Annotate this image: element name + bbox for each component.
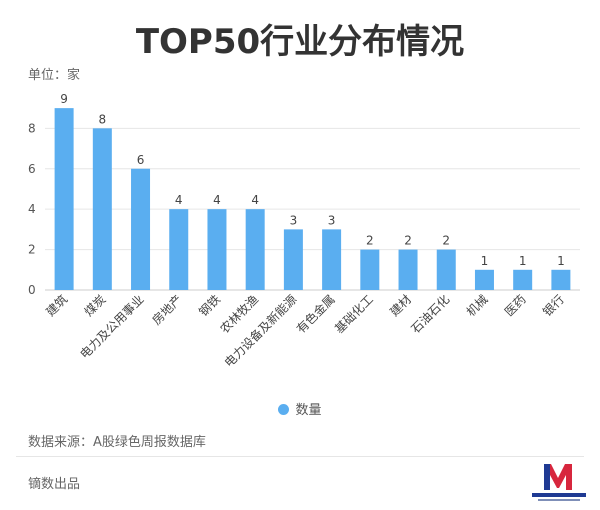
bar [474,269,494,290]
data-label: 4 [213,193,221,207]
y-tick-label: 2 [28,243,36,257]
bar [398,249,418,290]
category-label: 基础化工 [332,292,376,336]
y-tick-label: 6 [28,162,36,176]
category-label: 银行 [540,292,567,319]
data-label: 1 [519,254,527,268]
category-label: 有色金属 [293,292,338,337]
category-label: 医药 [502,292,529,319]
bar [283,229,303,290]
bar [54,108,74,290]
legend[interactable]: 数量 [0,399,600,418]
data-label: 3 [290,213,298,227]
category-label: 石油石化 [409,292,453,336]
bar [92,128,112,290]
bar [322,229,342,290]
data-label: 3 [328,213,336,227]
legend-marker [278,404,290,415]
producer-credit: 镝数出品 [28,477,81,492]
legend-label: 数量 [295,403,322,418]
data-label: 9 [60,92,68,106]
data-label: 6 [137,153,145,167]
bar [551,269,571,290]
bar-chart: 024689建筑8煤炭6电力及公用事业4房地产4钢铁4农林牧渔3电力设备及新能源… [28,92,580,370]
category-label: 建筑 [43,292,71,320]
y-tick-label: 8 [28,121,36,135]
category-label: 电力设备及新能源 [221,292,299,370]
data-label: 4 [251,193,259,207]
data-label: 8 [99,112,107,126]
data-label: 1 [481,254,489,268]
bar [207,209,227,290]
data-source: 数据来源：A股绿色周报数据库 [28,435,206,450]
category-label: 煤炭 [82,292,109,319]
y-tick-label: 0 [28,283,36,297]
category-label: 建材 [387,292,414,319]
data-label: 2 [366,234,374,248]
y-tick-label: 4 [28,202,36,216]
data-label: 4 [175,193,183,207]
chart-title: TOP50行业分布情况 [135,22,465,62]
footer-divider [16,456,584,457]
category-label: 机械 [463,292,491,320]
bar [513,269,533,290]
category-label: 钢铁 [196,292,223,319]
bar [245,209,265,290]
bar [169,209,189,290]
bar [131,168,151,290]
category-label: 房地产 [149,292,185,328]
data-label: 2 [442,234,450,248]
publisher-logo [532,464,586,501]
unit-label: 单位：家 [28,68,81,83]
bar [436,249,456,290]
bar [360,249,380,290]
data-label: 1 [557,254,565,268]
data-label: 2 [404,234,412,248]
